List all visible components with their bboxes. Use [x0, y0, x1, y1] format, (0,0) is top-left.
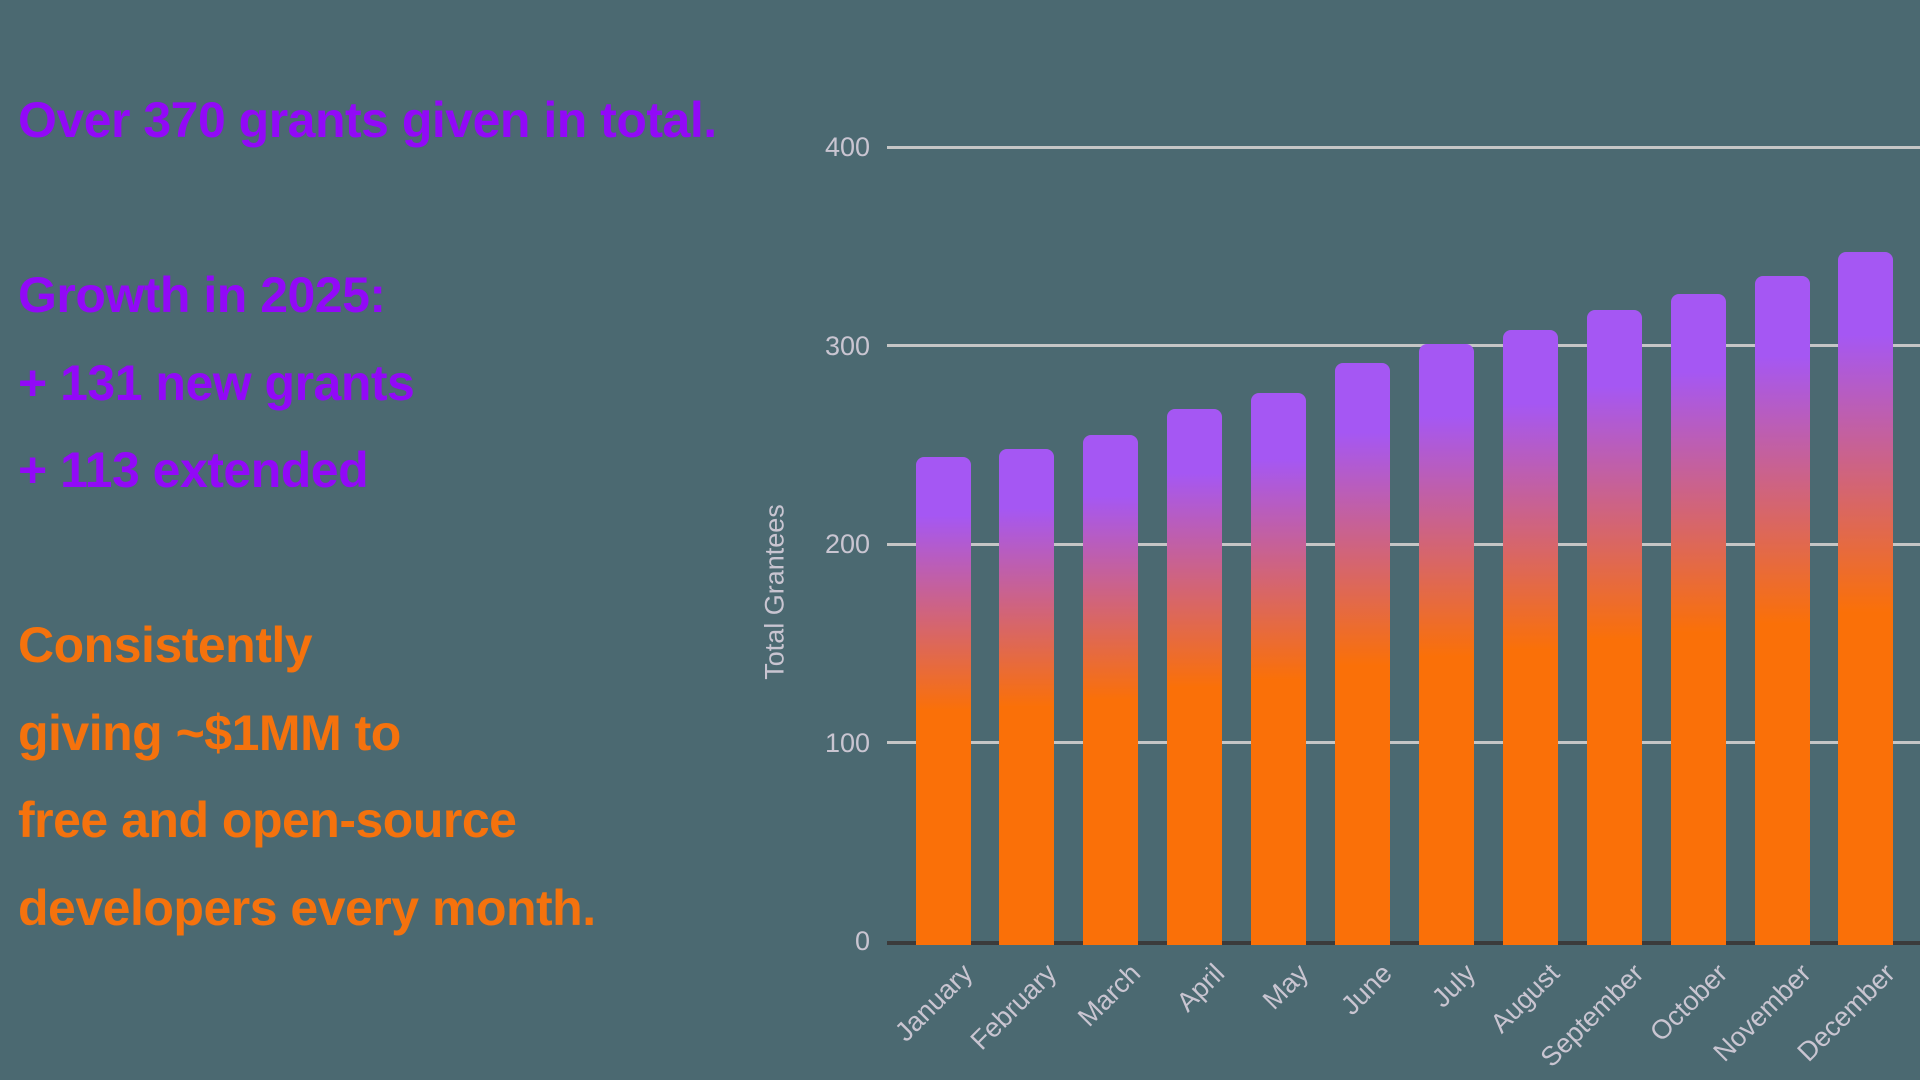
- x-label-june: June: [1335, 958, 1398, 1021]
- bar-november: [1754, 276, 1810, 945]
- bar-march: [1083, 434, 1139, 945]
- stat-giving-line-4: developers every month.: [18, 880, 596, 936]
- x-label-july: July: [1426, 958, 1482, 1014]
- stat-giving-line-3: free and open-source: [18, 792, 517, 848]
- stat-new-grants: + 131 new grants: [18, 355, 415, 411]
- gridline-400: [887, 145, 1920, 149]
- bar-december: [1838, 252, 1894, 945]
- gridline-200: [887, 542, 1920, 546]
- stat-extended-grants: + 113 extended: [18, 442, 369, 498]
- x-label-february: February: [964, 958, 1063, 1056]
- bar-may: [1251, 393, 1307, 945]
- x-label-april: April: [1170, 958, 1230, 1018]
- bar-july: [1418, 343, 1474, 945]
- x-label-march: March: [1071, 958, 1147, 1033]
- gridline-100: [887, 741, 1920, 744]
- gridline-300: [887, 344, 1920, 347]
- bar-september: [1586, 309, 1642, 945]
- bar-january: [915, 456, 971, 945]
- stat-giving-line-2: giving ~$1MM to: [18, 705, 401, 761]
- bar-october: [1670, 293, 1726, 945]
- bar-august: [1502, 329, 1558, 945]
- bar-april: [1167, 409, 1223, 945]
- y-tick-400: 400: [824, 132, 870, 162]
- stat-growth-heading: Growth in 2025:: [18, 267, 386, 323]
- x-axis-baseline: [887, 941, 1920, 945]
- stat-total-grants: Over 370 grants given in total.: [18, 92, 717, 148]
- stat-giving-line-1: Consistently: [18, 617, 313, 673]
- bar-june: [1335, 363, 1390, 945]
- x-label-may: May: [1256, 958, 1314, 1016]
- bar-february: [999, 448, 1055, 945]
- x-label-august: August: [1484, 958, 1566, 1039]
- y-tick-300: 300: [824, 330, 870, 361]
- y-tick-0: 0: [854, 926, 870, 956]
- y-tick-100: 100: [824, 727, 870, 758]
- y-tick-200: 200: [824, 529, 870, 559]
